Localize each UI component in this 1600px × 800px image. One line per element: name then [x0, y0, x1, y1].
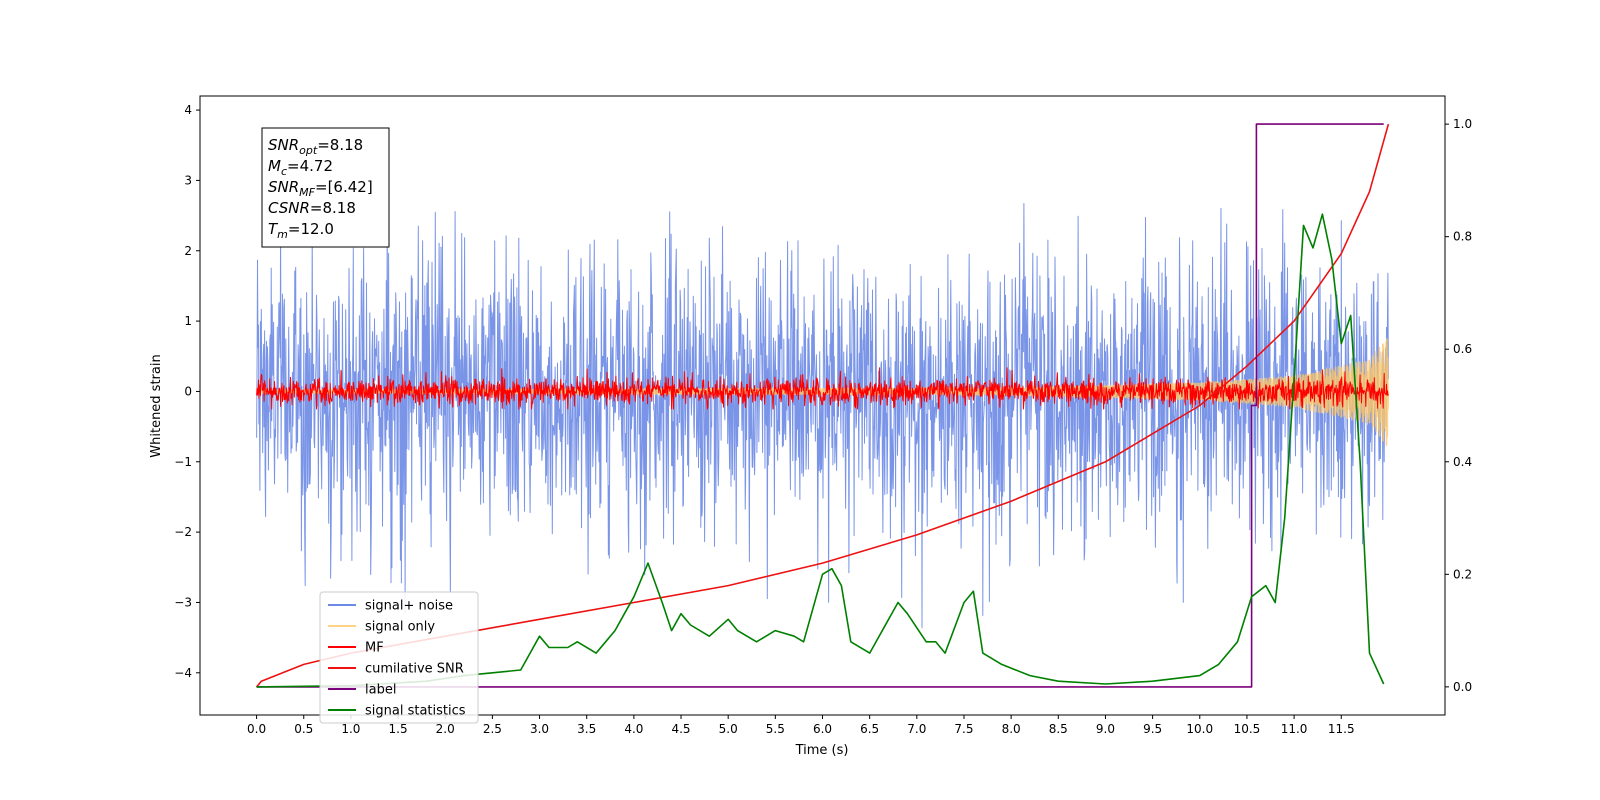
legend-entry: label — [365, 683, 396, 698]
x-tick-label: 3.0 — [530, 722, 549, 736]
x-tick-label: 8.0 — [1002, 722, 1021, 736]
annotation-line: Tm=12.0 — [268, 220, 334, 241]
x-tick-label: 11.0 — [1281, 722, 1308, 736]
x-tick-label: 0.0 — [247, 722, 266, 736]
legend-frame — [319, 591, 479, 724]
x-tick-label: 5.0 — [719, 722, 738, 736]
series-signal-statistics — [256, 213, 1385, 688]
y-axis: −4 −3 −2 −1 0 1 2 3 4 — [174, 103, 200, 680]
x-tick-label: 1.5 — [389, 722, 408, 736]
series-mf — [256, 367, 1389, 410]
x-tick-label: 9.0 — [1096, 722, 1115, 736]
y-tick-label: 3 — [184, 173, 192, 187]
y2-tick-label: 0.6 — [1453, 342, 1472, 356]
x-tick-label: 5.5 — [766, 722, 785, 736]
x-tick-label: 3.5 — [577, 722, 596, 736]
x-tick-label: 8.5 — [1049, 722, 1068, 736]
y-tick-label: −4 — [174, 666, 192, 680]
x-axis: 0.0 0.5 1.0 1.5 2.0 2.5 3.0 3.5 4.0 4.5 5.0 5.5 6.0 6… — [247, 715, 1355, 736]
x-tick-label: 10.0 — [1186, 722, 1213, 736]
x-tick-label: 0.5 — [294, 722, 313, 736]
legend: signal+ noise signal only MF cumilative SNR… — [319, 591, 479, 724]
x-tick-label: 2.5 — [483, 722, 502, 736]
y-tick-label: 1 — [184, 314, 192, 328]
y2-tick-label: 0.8 — [1453, 230, 1472, 244]
y-tick-label: 0 — [184, 384, 192, 398]
y-axis-label: Whitened strain — [149, 354, 164, 457]
y2-tick-label: 0.0 — [1453, 680, 1472, 694]
legend-entry: signal statistics — [365, 704, 466, 719]
annotation-line: CSNR=8.18 — [268, 199, 356, 217]
x-tick-label: 4.0 — [624, 722, 643, 736]
x-tick-label: 6.0 — [813, 722, 832, 736]
annotation-line: SNRopt=8.18 — [268, 136, 363, 157]
annotation-line: Mc=4.72 — [268, 157, 333, 178]
y-tick-label: 2 — [184, 244, 192, 258]
y2-tick-label: 1.0 — [1453, 117, 1472, 131]
y2-tick-label: 0.4 — [1453, 455, 1472, 469]
x-tick-label: 4.5 — [671, 722, 690, 736]
annotation-frame — [261, 127, 390, 248]
legend-entry: MF — [365, 641, 384, 656]
y-tick-label: −3 — [174, 595, 192, 609]
x-tick-label: 11.5 — [1328, 722, 1355, 736]
x-tick-label: 10.5 — [1234, 722, 1261, 736]
y2-axis: 0.0 0.2 0.4 0.6 0.8 1.0 — [1445, 117, 1472, 694]
y-tick-label: 4 — [184, 103, 192, 117]
x-tick-label: 6.5 — [860, 722, 879, 736]
legend-entry: cumilative SNR — [365, 662, 464, 677]
x-tick-label: 9.5 — [1143, 722, 1162, 736]
x-tick-label: 2.0 — [436, 722, 455, 736]
x-tick-label: 7.5 — [954, 722, 973, 736]
y-tick-label: −2 — [174, 525, 192, 539]
y2-tick-label: 0.2 — [1453, 567, 1472, 581]
legend-entry: signal only — [365, 620, 435, 635]
series-label — [256, 123, 1384, 688]
y-tick-label: −1 — [174, 455, 192, 469]
x-axis-label: Time (s) — [795, 743, 849, 758]
x-tick-label: 7.0 — [907, 722, 926, 736]
x-tick-label: 1.0 — [341, 722, 360, 736]
annotation-line: SNRMF=[6.42] — [268, 178, 373, 199]
legend-entry: signal+ noise — [365, 599, 453, 614]
